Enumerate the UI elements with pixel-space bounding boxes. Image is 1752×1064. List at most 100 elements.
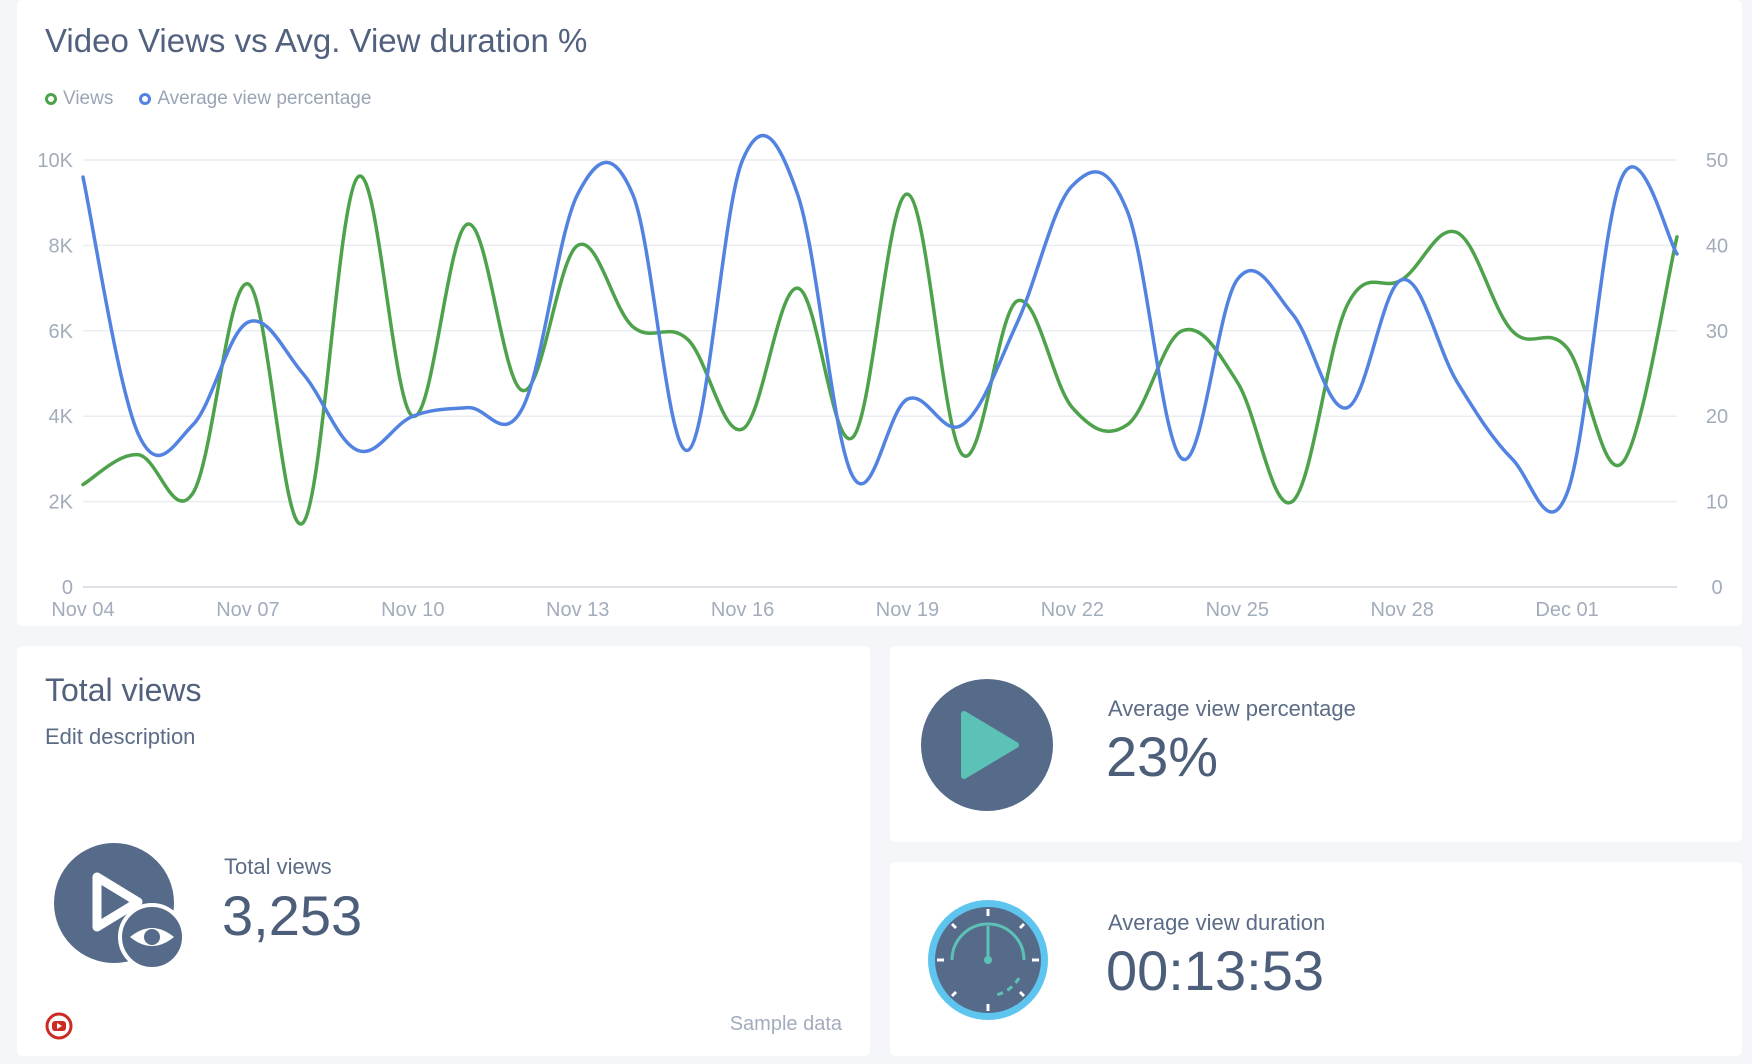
y-left-tick-label: 0: [62, 577, 73, 599]
point-views[interactable]: [956, 449, 968, 461]
x-tick-label: Dec 01: [1535, 599, 1598, 621]
point-avg-view-percentage[interactable]: [352, 444, 364, 456]
point-avg-view-percentage[interactable]: [847, 470, 859, 482]
point-avg-view-percentage[interactable]: [682, 444, 694, 456]
y-left-tick-label: 2K: [49, 492, 74, 514]
play-eye-icon: [54, 843, 186, 971]
x-tick-label: Nov 13: [546, 599, 609, 621]
point-avg-view-percentage[interactable]: [1451, 376, 1463, 388]
x-tick-label: Nov 07: [216, 599, 279, 621]
point-views[interactable]: [572, 239, 584, 251]
y-left-tick-label: 6K: [49, 321, 74, 343]
point-avg-view-percentage[interactable]: [1396, 274, 1408, 286]
point-avg-view-percentage[interactable]: [132, 427, 144, 439]
point-views[interactable]: [352, 171, 364, 183]
series-line-views[interactable]: [81, 174, 1679, 526]
legend-dot-views: [45, 93, 57, 105]
point-avg-view-percentage[interactable]: [737, 154, 749, 166]
metric-label: Average view percentage: [1108, 696, 1356, 721]
point-views[interactable]: [132, 449, 144, 461]
legend-label-avg-pct: Average view percentage: [157, 88, 372, 109]
legend-item-avg-pct[interactable]: Average view percentage: [139, 88, 371, 110]
avg-view-percentage-card: Average view percentage 23%: [890, 646, 1742, 842]
point-avg-view-percentage[interactable]: [956, 419, 968, 431]
point-avg-view-percentage[interactable]: [1506, 453, 1518, 465]
point-avg-view-percentage[interactable]: [462, 402, 474, 414]
gauge-icon: [928, 900, 1048, 1020]
metric-value: 3,253: [222, 884, 363, 947]
y-left-tick-label: 4K: [49, 406, 74, 428]
point-views[interactable]: [1506, 325, 1518, 337]
point-avg-view-percentage[interactable]: [297, 368, 309, 380]
point-views[interactable]: [297, 517, 309, 529]
y-right-tick-label: 30: [1706, 321, 1728, 343]
x-tick-label: Nov 22: [1041, 599, 1104, 621]
point-views[interactable]: [462, 218, 474, 230]
point-avg-view-percentage[interactable]: [901, 393, 913, 405]
chart-legend: Views Average view percentage: [45, 88, 371, 110]
x-tick-label: Nov 04: [51, 599, 114, 621]
point-avg-view-percentage[interactable]: [792, 188, 804, 200]
point-avg-view-percentage[interactable]: [1616, 171, 1628, 183]
sample-data-label: Sample data: [729, 1013, 842, 1035]
point-avg-view-percentage[interactable]: [517, 402, 529, 414]
point-avg-view-percentage[interactable]: [1341, 402, 1353, 414]
y-left-tick-label: 8K: [49, 235, 74, 257]
avg-view-duration-card: Average view duration 00:13:53: [890, 862, 1742, 1056]
x-tick-label: Nov 25: [1206, 599, 1269, 621]
y-right-tick-label: 10: [1706, 492, 1728, 514]
x-tick-label: Nov 10: [381, 599, 444, 621]
point-avg-view-percentage[interactable]: [242, 316, 254, 328]
legend-item-views[interactable]: Views: [45, 88, 113, 110]
point-views[interactable]: [1341, 299, 1353, 311]
point-avg-view-percentage[interactable]: [77, 171, 89, 183]
point-views[interactable]: [1616, 457, 1628, 469]
chart-card: 0 2K 4K 6K 8K 10K 0 10 20 30 40 50 Nov 04 Nov 07 Nov 1…: [17, 0, 1742, 626]
point-avg-view-percentage[interactable]: [1121, 205, 1133, 217]
y-right-tick-label: 50: [1706, 150, 1728, 172]
y-right-tick-label: 40: [1706, 235, 1728, 257]
youtube-icon: [45, 1012, 73, 1040]
legend-dot-avg-pct: [139, 93, 152, 105]
point-views[interactable]: [242, 278, 254, 290]
legend-label-views: Views: [63, 88, 114, 109]
y-left-tick-label: 10K: [37, 150, 73, 172]
point-views[interactable]: [1286, 496, 1298, 508]
point-views[interactable]: [847, 432, 859, 444]
point-views[interactable]: [1066, 402, 1078, 414]
point-views[interactable]: [187, 487, 199, 499]
line-chart: 0 2K 4K 6K 8K 10K 0 10 20 30 40 50 Nov 04 Nov 07 Nov 1…: [37, 133, 1728, 621]
point-views[interactable]: [1561, 342, 1573, 354]
point-avg-view-percentage[interactable]: [187, 419, 199, 431]
metric-label: Average view duration: [1108, 910, 1326, 935]
point-views[interactable]: [1451, 227, 1463, 239]
point-views[interactable]: [1176, 325, 1188, 337]
point-avg-view-percentage[interactable]: [1231, 274, 1243, 286]
point-views[interactable]: [1231, 376, 1243, 388]
point-views[interactable]: [792, 282, 804, 294]
point-views[interactable]: [77, 479, 89, 491]
metric-value: 23%: [1106, 725, 1219, 788]
point-views[interactable]: [901, 188, 913, 200]
point-avg-view-percentage[interactable]: [1011, 316, 1023, 328]
point-avg-view-percentage[interactable]: [407, 410, 419, 422]
edit-description-link[interactable]: Edit description: [45, 724, 196, 749]
point-avg-view-percentage[interactable]: [1286, 308, 1298, 320]
point-avg-view-percentage[interactable]: [1066, 180, 1078, 192]
x-tick-label: Nov 19: [876, 599, 939, 621]
y-right-tick-label: 20: [1706, 406, 1728, 428]
point-views[interactable]: [737, 423, 749, 435]
series-line-avg-view-percentage[interactable]: [81, 133, 1679, 514]
y-right-tick-label: 0: [1711, 577, 1722, 599]
x-tick-label: Nov 16: [711, 599, 774, 621]
point-views[interactable]: [627, 321, 639, 333]
point-views[interactable]: [682, 333, 694, 345]
point-avg-view-percentage[interactable]: [1671, 248, 1683, 260]
point-views[interactable]: [1011, 295, 1023, 307]
point-avg-view-percentage[interactable]: [1561, 487, 1573, 499]
point-avg-view-percentage[interactable]: [1176, 453, 1188, 465]
point-views[interactable]: [1121, 419, 1133, 431]
point-avg-view-percentage[interactable]: [572, 188, 584, 200]
point-avg-view-percentage[interactable]: [627, 188, 639, 200]
play-icon: [921, 679, 1053, 811]
